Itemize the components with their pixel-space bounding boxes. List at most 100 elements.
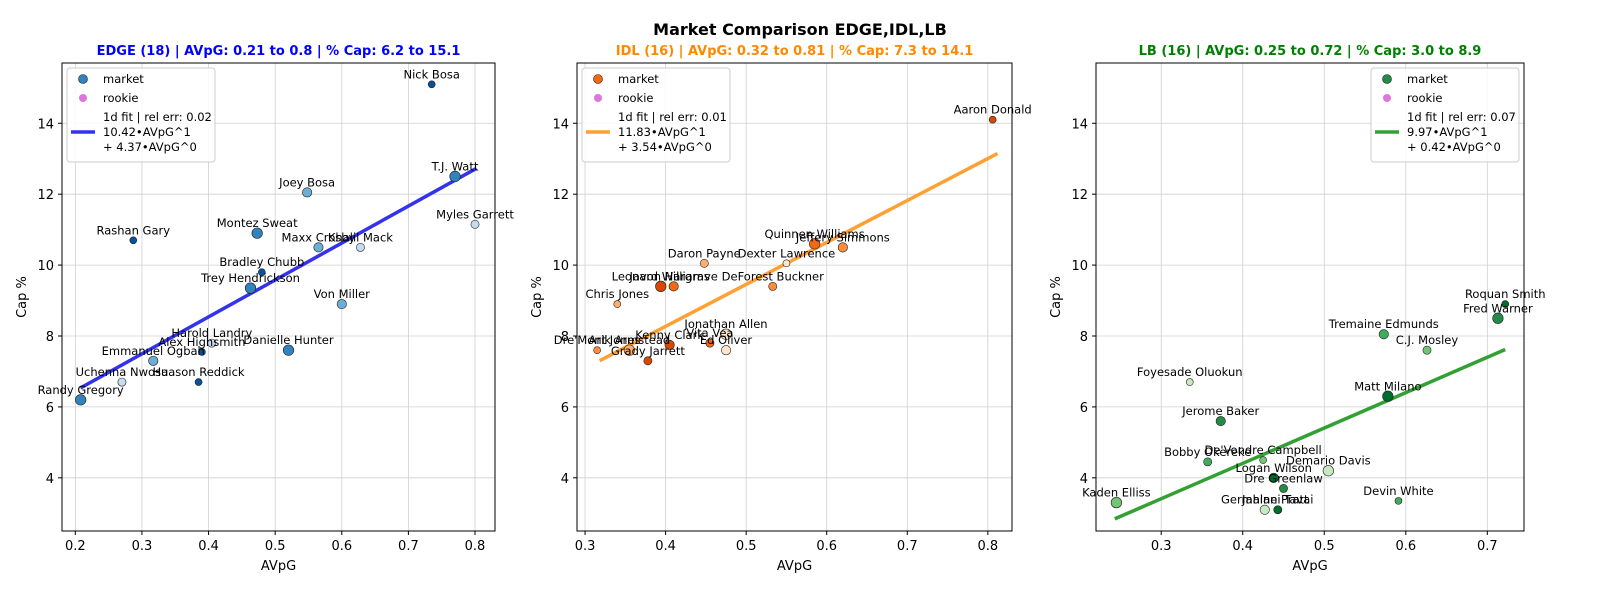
point-label: Von Miller [314, 287, 371, 301]
data-point [1322, 465, 1334, 477]
x-tick-label: 0.4 [655, 539, 676, 554]
point-label: Arik Armstead [589, 333, 671, 347]
x-tick-label: 0.3 [1151, 539, 1172, 554]
point-label: Quinnen Williams [764, 227, 864, 241]
data-point [643, 356, 653, 366]
point-label: Demario Davis [1286, 454, 1371, 468]
point-label: Uchenna Nwosu [76, 365, 169, 379]
rookie-marker-icon [79, 94, 87, 102]
point-label: Ed Oliver [700, 333, 753, 347]
point-label: Montez Sweat [217, 216, 298, 230]
legend-rookie-label: rookie [618, 91, 653, 105]
data-point [1501, 300, 1510, 308]
market-marker-icon [78, 74, 88, 84]
x-axis-label: AVpG [1292, 559, 1327, 574]
data-point [705, 338, 715, 348]
point-label: Germaine Pratt [1221, 493, 1309, 507]
point-label: De'Vondre Campbell [1204, 443, 1321, 457]
point-label: Harold Landry [171, 326, 252, 340]
data-point [1259, 456, 1267, 464]
data-point [470, 219, 480, 229]
market-marker-icon [1382, 74, 1392, 84]
legend-fit-text: 11.83•AVpG^1 [618, 125, 706, 139]
data-point [593, 346, 601, 354]
data-point [356, 242, 365, 252]
y-tick-label: 6 [561, 401, 569, 416]
x-tick-label: 0.7 [398, 539, 419, 554]
point-label: Alex Highsmith [158, 335, 245, 349]
x-tick-label: 0.2 [65, 539, 86, 554]
data-point [1394, 497, 1403, 505]
y-tick-label: 8 [46, 330, 54, 345]
data-point [302, 187, 313, 198]
point-label: Tremaine Edmunds [1328, 317, 1439, 331]
data-point [668, 281, 679, 292]
subplot-1: Nick Bosa T.J. Watt Joey Bosa Myles Garrett… [15, 44, 514, 574]
data-point [623, 344, 635, 356]
legend-box [1370, 67, 1520, 163]
data-point [988, 115, 997, 124]
point-label: Randy Gregory [38, 383, 124, 397]
legend-fit-text: 9.97•AVpG^1 [1407, 125, 1488, 139]
y-tick-label: 10 [1071, 259, 1088, 274]
data-point [1215, 416, 1226, 427]
data-point [129, 236, 138, 245]
point-label: Vita Vea [686, 326, 733, 340]
data-point [809, 238, 821, 250]
data-point [449, 170, 461, 183]
data-point [1422, 345, 1432, 355]
x-tick-label: 0.5 [736, 539, 757, 554]
point-label: Dre'Mont Jones [554, 333, 641, 347]
point-label: Chris Jones [585, 287, 649, 301]
data-point [1259, 504, 1270, 515]
legend: market rookie 1d fit | rel err: 0.079.97•A… [1370, 67, 1520, 163]
data-point [194, 378, 203, 386]
legend-box [66, 67, 216, 163]
figure-title: Market Comparison EDGE,IDL,LB [653, 20, 947, 39]
axes-frame [1095, 62, 1525, 532]
point-label: Devin White [1363, 484, 1433, 498]
point-label: Bobby Okereke [1164, 445, 1251, 459]
data-point [768, 281, 778, 291]
point-label: Fred Warner [1463, 301, 1533, 315]
rookie-marker-icon [594, 94, 602, 102]
x-tick-label: 0.7 [897, 539, 918, 554]
legend-fit-text: + 4.37•AVpG^0 [103, 140, 197, 154]
point-label: Leonard Williams [612, 269, 710, 283]
fit-line [1114, 347, 1506, 521]
legend-rookie-label: rookie [1407, 91, 1442, 105]
point-label: Roquan Smith [1465, 287, 1546, 301]
y-axis-label: Cap % [1049, 276, 1064, 318]
data-point [251, 227, 263, 239]
legend: market rookie 1d fit | rel err: 0.0210.42•… [66, 67, 216, 163]
y-tick-label: 8 [561, 330, 569, 345]
y-tick-label: 14 [552, 117, 569, 132]
x-axis-label: AVpG [777, 559, 812, 574]
data-point [75, 394, 87, 406]
data-point [1268, 472, 1279, 483]
y-tick-label: 14 [1071, 117, 1088, 132]
point-label: Jahlani Tavai [1241, 493, 1313, 507]
data-point [207, 338, 217, 348]
data-point [1273, 505, 1283, 515]
point-label: Myles Garrett [436, 207, 514, 221]
data-point [1110, 497, 1122, 509]
point-label: Khalil Mack [328, 230, 393, 244]
y-tick-label: 10 [37, 259, 54, 274]
data-point [613, 300, 622, 308]
y-tick-label: 6 [46, 401, 54, 416]
point-label: Grady Jarrett [611, 344, 685, 358]
point-label: Danielle Hunter [243, 333, 333, 347]
y-tick-label: 4 [561, 472, 569, 487]
point-label: Nick Bosa [404, 67, 460, 81]
point-label: Jerome Baker [1181, 404, 1259, 418]
point-label: T.J. Watt [431, 159, 479, 173]
data-point [664, 339, 675, 350]
data-point [1492, 312, 1504, 324]
point-label: Jonathan Allen [683, 317, 767, 331]
point-label: Emmanuel Ogbah [102, 344, 205, 358]
subplot-title: EDGE (18) | AVpG: 0.21 to 0.8 | % Cap: 6… [97, 44, 461, 59]
data-point [655, 280, 667, 292]
x-tick-label: 0.6 [816, 539, 837, 554]
